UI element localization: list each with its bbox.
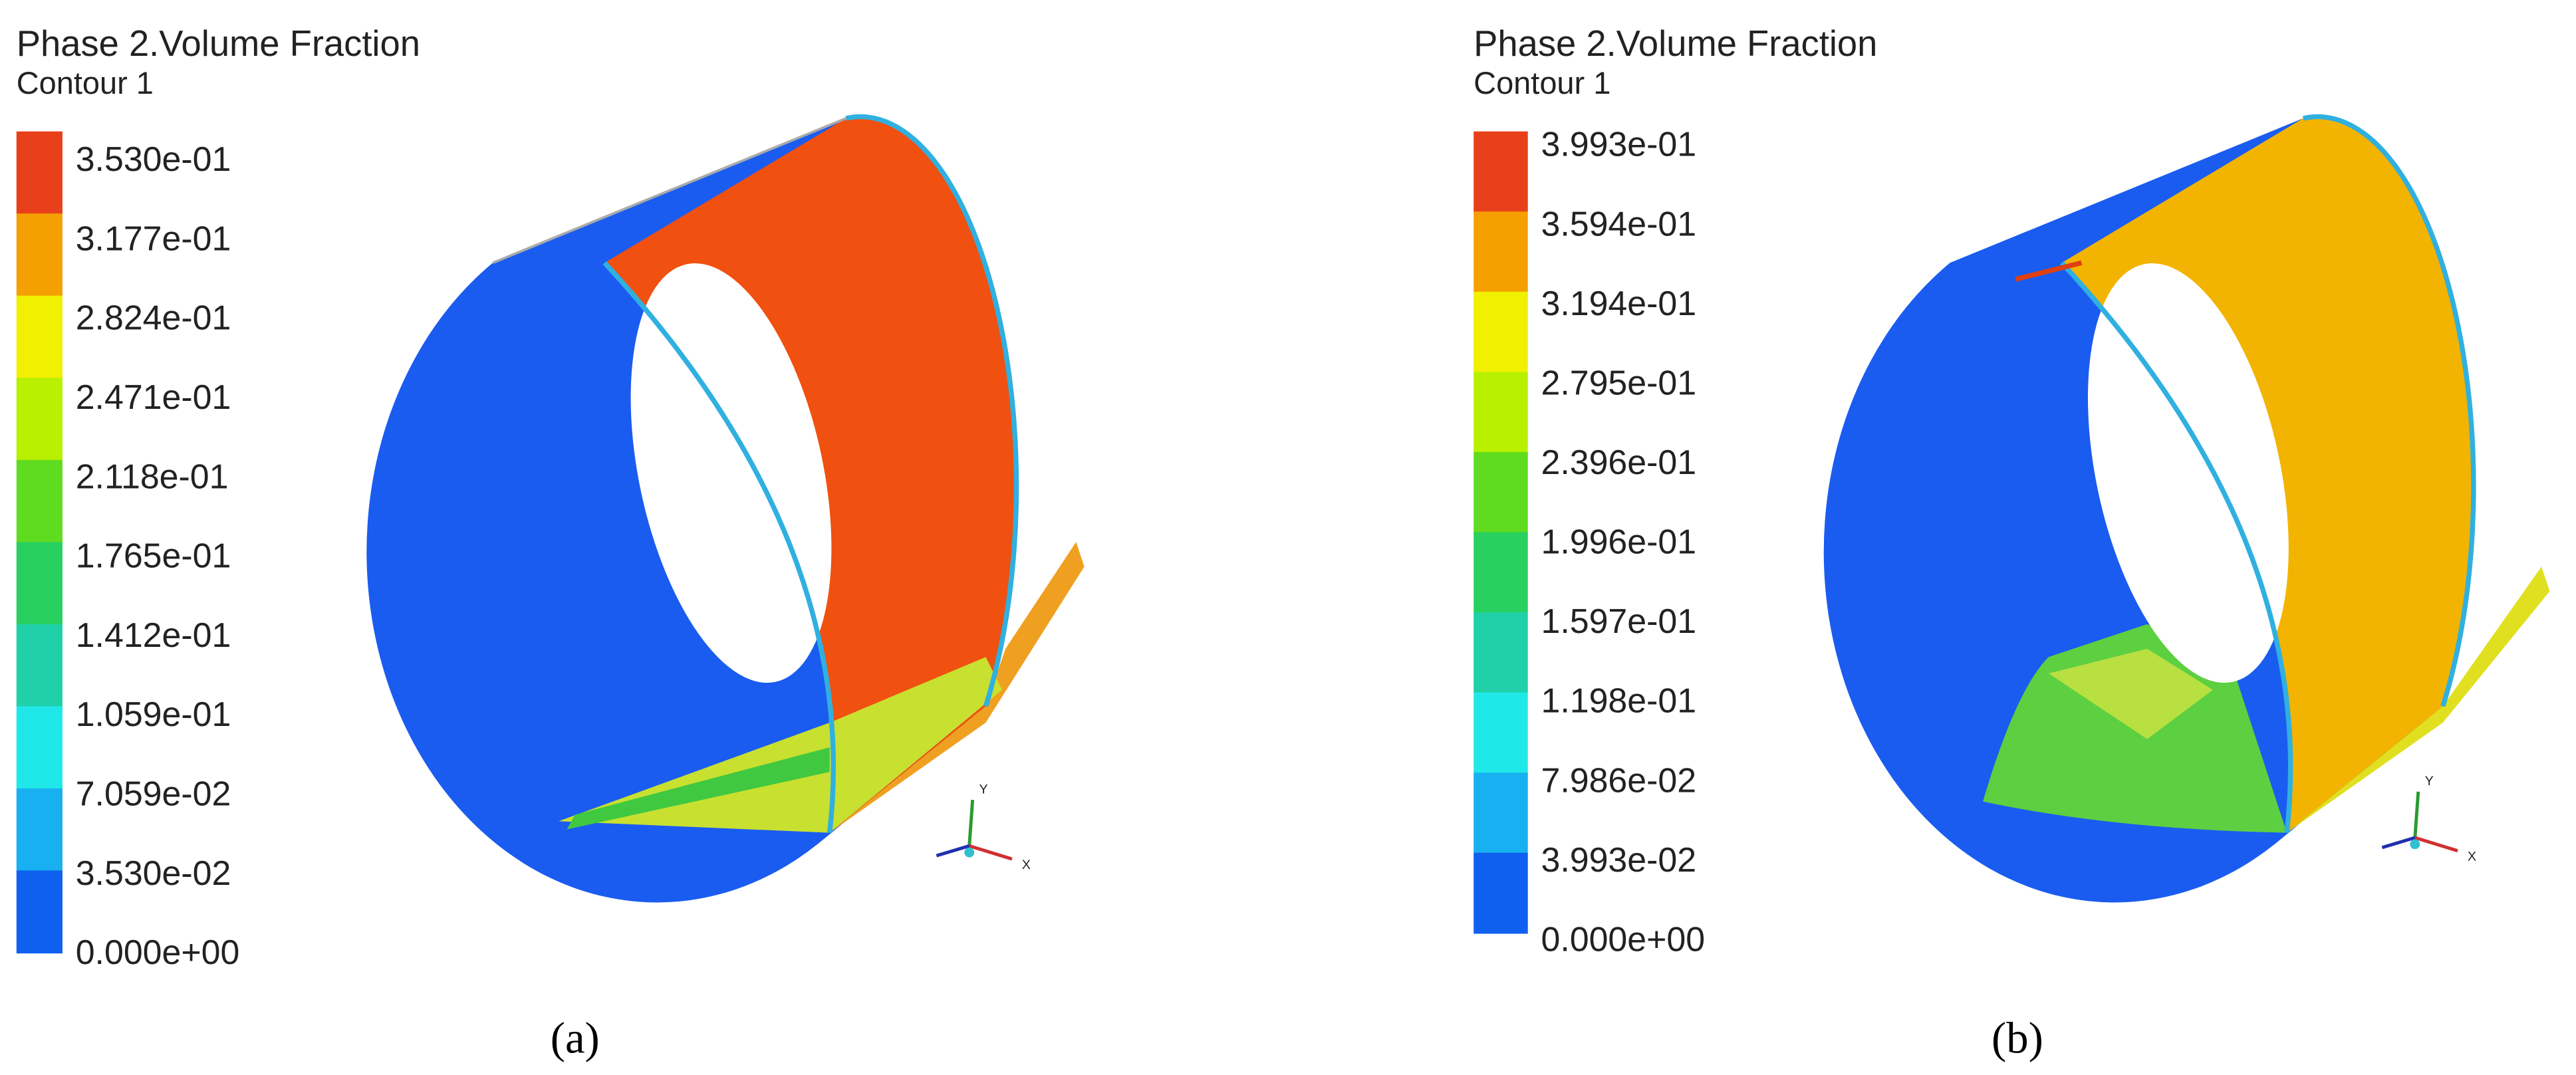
legend-label: 2.118e-01	[76, 457, 229, 495]
axis-label: Y	[979, 782, 988, 796]
legend-label: 3.530e-01	[76, 140, 231, 178]
legend-label: 2.396e-01	[1541, 443, 1696, 481]
panel-title: Phase 2.Volume Fraction	[1474, 23, 1877, 64]
legend-band	[16, 295, 63, 379]
panel-caption: (b)	[1992, 1015, 2043, 1063]
legend-band	[1474, 372, 1528, 453]
legend-label: 0.000e+00	[1541, 919, 1705, 958]
cylinder-a	[366, 114, 1085, 903]
legend-band	[1474, 773, 1528, 854]
axis-label: X	[1022, 858, 1031, 872]
legend-label: 1.597e-01	[1541, 602, 1696, 640]
panel-subtitle: Contour 1	[17, 66, 154, 100]
legend-band	[1474, 131, 1528, 213]
legend-label: 2.471e-01	[76, 378, 231, 416]
axis-arrow	[967, 800, 975, 846]
axis-origin	[964, 847, 975, 858]
legend-band	[1474, 852, 1528, 934]
legend-label: 1.198e-01	[1541, 681, 1696, 720]
axis-label: Y	[2425, 774, 2434, 788]
axis-arrow	[2414, 836, 2458, 853]
legend-band	[16, 870, 63, 954]
legend-band	[16, 542, 63, 626]
legend-band	[16, 788, 63, 872]
axis-label: X	[2468, 850, 2476, 864]
legend-band	[16, 706, 63, 790]
legend-band	[1474, 291, 1528, 373]
cylinder-b	[1823, 114, 2550, 903]
legend-band	[16, 213, 63, 297]
legend-label: 1.059e-01	[76, 695, 231, 733]
axis-arrow	[936, 844, 970, 858]
legend-band	[16, 378, 63, 461]
legend-label: 2.824e-01	[76, 299, 231, 337]
legend-label: 1.412e-01	[76, 616, 231, 654]
legend-label: 3.993e-01	[1541, 125, 1696, 164]
legend-label: 3.194e-01	[1541, 284, 1696, 322]
legend-band	[1474, 612, 1528, 693]
panel-caption: (a)	[551, 1015, 600, 1063]
legend-label: 7.986e-02	[1541, 761, 1696, 799]
legend-label: 1.765e-01	[76, 537, 231, 575]
axis-origin	[2410, 839, 2420, 850]
legend-band	[1474, 451, 1528, 533]
legend-band	[16, 131, 63, 215]
legend-band	[16, 459, 63, 543]
panel-subtitle: Contour 1	[1474, 66, 1610, 100]
legend-band	[16, 624, 63, 707]
legend-band	[1474, 532, 1528, 614]
axis-arrow	[2413, 791, 2420, 838]
legend-label: 1.996e-01	[1541, 523, 1696, 561]
legend-band	[1474, 692, 1528, 774]
panel-title: Phase 2.Volume Fraction	[17, 23, 420, 64]
legend-band	[1474, 211, 1528, 293]
axis-arrow	[2381, 836, 2416, 850]
legend-label: 0.000e+00	[76, 933, 240, 971]
legend-label: 3.594e-01	[1541, 204, 1696, 243]
legend-label: 7.059e-02	[76, 775, 231, 813]
legend-label: 2.795e-01	[1541, 363, 1696, 402]
legend-label: 3.177e-01	[76, 219, 231, 257]
axis-arrow	[968, 844, 1013, 861]
legend-label: 3.993e-02	[1541, 840, 1696, 879]
legend-label: 3.530e-02	[76, 854, 231, 892]
